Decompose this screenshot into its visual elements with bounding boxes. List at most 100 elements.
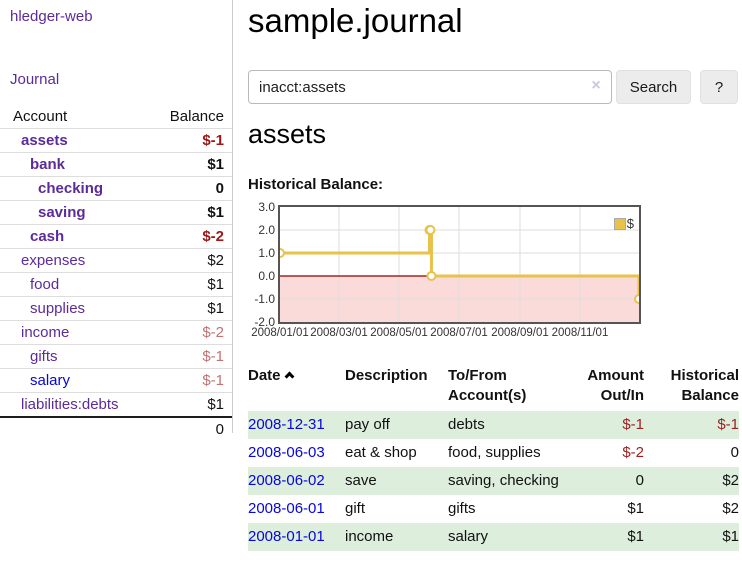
transaction-amount: $-2 bbox=[622, 444, 644, 461]
y-axis-tick-label: 2.0 bbox=[258, 223, 275, 237]
account-link[interactable]: salary bbox=[30, 372, 71, 389]
account-link[interactable]: bank bbox=[30, 156, 66, 173]
x-axis-tick-label: 2008/07/01 bbox=[430, 327, 488, 339]
transaction-date-link[interactable]: 2008-06-03 bbox=[248, 444, 325, 461]
transaction-balance: 0 bbox=[730, 444, 739, 461]
account-link[interactable]: liabilities:debts bbox=[21, 396, 119, 413]
account-balance: 0 bbox=[215, 180, 224, 197]
sidebar-item-checking: checking 0 bbox=[0, 176, 232, 200]
sidebar-item-expenses: expenses $2 bbox=[0, 248, 232, 272]
legend-swatch-icon bbox=[613, 217, 626, 230]
sidebar-item-bank: bank $1 bbox=[0, 152, 232, 176]
account-balance: $-2 bbox=[202, 228, 224, 245]
account-balance: $1 bbox=[207, 204, 224, 221]
transaction-date-link[interactable]: 2008-01-01 bbox=[248, 528, 325, 545]
transaction-accounts: gifts bbox=[448, 500, 476, 517]
account-link[interactable]: cash bbox=[30, 228, 65, 245]
sidebar-item-saving: saving $1 bbox=[0, 200, 232, 224]
sidebar-item-food: food $1 bbox=[0, 272, 232, 296]
search-button[interactable]: Search bbox=[616, 70, 691, 104]
transaction-description: save bbox=[345, 472, 377, 489]
transaction-amount: $1 bbox=[627, 500, 644, 517]
account-link[interactable]: supplies bbox=[30, 300, 86, 317]
amount-column-header: Amount Out/In bbox=[587, 367, 644, 404]
account-column-header: Account bbox=[13, 107, 68, 125]
chart-canvas bbox=[280, 207, 639, 322]
help-button[interactable]: ? bbox=[700, 70, 738, 104]
legend-label: $ bbox=[626, 216, 634, 231]
page-title: sample.journal bbox=[248, 2, 463, 39]
y-axis-tick-label: -1.0 bbox=[254, 292, 275, 306]
account-table-header: Account Balance bbox=[0, 104, 232, 128]
account-balance: $1 bbox=[207, 300, 224, 317]
account-link[interactable]: expenses bbox=[21, 252, 86, 269]
table-row: 2008-06-02 save saving, checking 0 $2 bbox=[248, 467, 739, 495]
account-balance: $-2 bbox=[202, 324, 224, 341]
transaction-balance: $1 bbox=[722, 528, 739, 545]
y-axis-tick-label: 1.0 bbox=[258, 246, 275, 260]
account-link[interactable]: checking bbox=[38, 180, 104, 197]
table-row: 2008-06-03 eat & shop food, supplies $-2… bbox=[248, 439, 739, 467]
description-column-header: Description bbox=[345, 367, 428, 384]
account-balance-table: Account Balance assets $-1 bank $1 check… bbox=[0, 104, 232, 440]
brand-link[interactable]: hledger-web bbox=[10, 8, 93, 25]
x-axis-tick-label: 2008/09/01 bbox=[491, 327, 549, 339]
transaction-register: Date Description To/From Account(s) Amoun… bbox=[248, 363, 739, 551]
balance-column-header: Balance bbox=[169, 107, 224, 125]
transaction-accounts: saving, checking bbox=[448, 472, 559, 489]
x-axis-tick-label: 2008/05/01 bbox=[370, 327, 428, 339]
transaction-balance: $2 bbox=[722, 500, 739, 517]
search-input[interactable] bbox=[248, 70, 612, 104]
sidebar-item-journal[interactable]: Journal bbox=[10, 71, 60, 88]
account-balance: $1 bbox=[207, 396, 224, 413]
account-link[interactable]: assets bbox=[21, 132, 68, 149]
x-axis-tick-label: 2008/03/01 bbox=[310, 327, 368, 339]
transaction-amount: 0 bbox=[635, 472, 644, 489]
transaction-date-link[interactable]: 2008-06-02 bbox=[248, 472, 325, 489]
search-bar: × Search ? bbox=[248, 70, 742, 104]
account-balance: $2 bbox=[207, 252, 224, 269]
account-link[interactable]: income bbox=[21, 324, 70, 341]
table-row: 2008-12-31 pay off debts $-1 $-1 bbox=[248, 411, 739, 439]
sidebar: hledger-web Journal Account Balance asse… bbox=[0, 0, 233, 438]
balance-total: 0 bbox=[215, 420, 224, 438]
transaction-date-link[interactable]: 2008-12-31 bbox=[248, 416, 325, 433]
x-axis-tick-label: 2008/11/01 bbox=[551, 327, 609, 339]
sort-ascending-icon bbox=[284, 371, 294, 382]
account-balance: $1 bbox=[207, 156, 224, 173]
transaction-description: income bbox=[345, 528, 394, 545]
sidebar-item-income: income $-2 bbox=[0, 320, 232, 344]
y-axis-tick-label: 3.0 bbox=[258, 200, 275, 214]
sidebar-item-assets: assets $-1 bbox=[0, 128, 232, 152]
account-link[interactable]: gifts bbox=[30, 348, 58, 365]
transaction-amount: $1 bbox=[627, 528, 644, 545]
main-content: sample.journal × Search ? assets Histori… bbox=[248, 0, 742, 582]
y-axis-tick-label: 0.0 bbox=[258, 269, 275, 283]
transaction-description: pay off bbox=[345, 416, 390, 433]
transaction-accounts: food, supplies bbox=[448, 444, 541, 461]
transaction-accounts: debts bbox=[448, 416, 485, 433]
account-balance: $-1 bbox=[202, 372, 224, 389]
chart-heading: Historical Balance: bbox=[248, 176, 384, 193]
balance-column-header: Historical Balance bbox=[670, 367, 739, 404]
y-axis-tick-label: -2.0 bbox=[254, 315, 275, 329]
date-column-header[interactable]: Date bbox=[248, 366, 345, 386]
clear-search-icon[interactable]: × bbox=[591, 77, 601, 94]
transaction-date-link[interactable]: 2008-06-01 bbox=[248, 500, 325, 517]
account-link[interactable]: saving bbox=[38, 204, 86, 221]
x-axis-tick-label: 2008/01/01 bbox=[251, 327, 309, 339]
x-axis-labels: 2008/01/01 2008/03/01 2008/05/01 2008/07/01… bbox=[251, 327, 639, 343]
account-link[interactable]: food bbox=[30, 276, 60, 293]
accounts-column-header: To/From Account(s) bbox=[448, 367, 527, 404]
table-row: 2008-06-01 gift gifts $1 $2 bbox=[248, 495, 739, 523]
transaction-accounts: salary bbox=[448, 528, 489, 545]
account-page-title: assets bbox=[248, 119, 327, 149]
transaction-description: gift bbox=[345, 500, 366, 517]
transaction-balance: $-1 bbox=[717, 416, 739, 433]
account-balance: $1 bbox=[207, 276, 224, 293]
table-row: 2008-01-01 income salary $1 $1 bbox=[248, 523, 739, 551]
sidebar-item-gifts: gifts $-1 bbox=[0, 344, 232, 368]
sidebar-item-salary: salary $-1 bbox=[0, 368, 232, 392]
balance-total-row: 0 bbox=[0, 416, 232, 440]
sidebar-item-liabilities-debts: liabilities:debts $1 bbox=[0, 392, 232, 416]
